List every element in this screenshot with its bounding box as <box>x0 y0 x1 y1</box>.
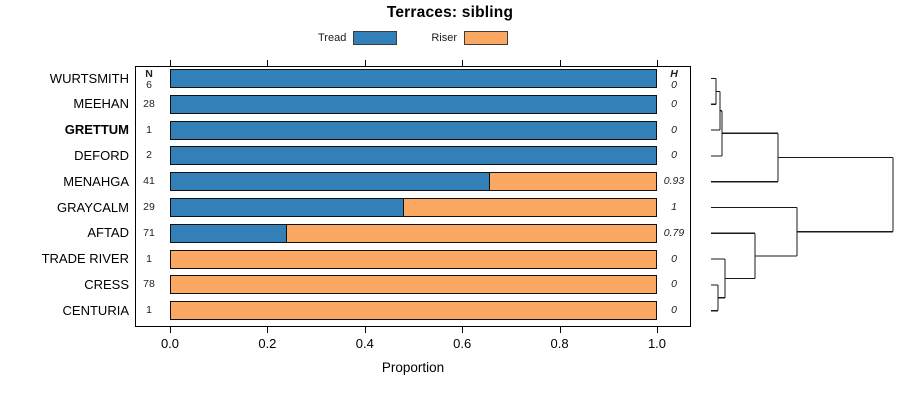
stacked-bar <box>170 69 657 88</box>
tread-segment <box>171 95 656 113</box>
x-tick-label: 0.8 <box>550 336 569 351</box>
legend-label: Tread <box>318 31 347 44</box>
n-column-header: N <box>145 67 153 80</box>
n-value: 1 <box>146 123 152 136</box>
stacked-bar <box>170 120 657 140</box>
n-value: 29 <box>143 201 155 213</box>
h-value: 0 <box>671 252 677 265</box>
x-tick-bottom <box>267 327 269 333</box>
row-label: GRAYCALM <box>57 199 129 215</box>
stacked-bar <box>170 223 657 243</box>
h-value: 0 <box>671 304 677 317</box>
stacked-bar <box>170 301 657 321</box>
tread-segment <box>171 121 656 139</box>
tread-segment <box>171 147 656 165</box>
x-tick-top <box>170 60 171 66</box>
riser-color-swatch <box>464 30 508 45</box>
h-value: 0 <box>671 123 677 136</box>
x-tick-label: 0.6 <box>453 336 472 351</box>
n-value: 28 <box>143 97 155 110</box>
tread-segment <box>171 70 656 87</box>
row-label: DEFORD <box>74 147 129 163</box>
tread-segment <box>171 224 288 242</box>
h-value: 0.79 <box>663 226 685 239</box>
h-column-header: H <box>670 67 678 80</box>
h-value: 0 <box>671 97 677 110</box>
row-label: MENAHGA <box>63 173 129 189</box>
x-tick-label: 0.4 <box>355 336 374 351</box>
h-value: 0.93 <box>663 175 685 188</box>
h-value-text: 0 <box>671 79 677 91</box>
n-value: 1 <box>146 304 152 317</box>
tread-color-swatch <box>353 30 398 45</box>
x-tick-label: 0.2 <box>258 336 277 351</box>
row-label: CENTURIA <box>62 302 129 318</box>
stacked-bar <box>170 198 657 217</box>
chart-title: Terraces: sibling <box>386 4 514 21</box>
row-label: MEEHAN <box>73 96 129 112</box>
row-label: TRADE RIVER <box>41 251 129 267</box>
x-tick-bottom <box>364 327 366 333</box>
n-value: 78 <box>143 278 155 291</box>
x-tick-top <box>267 60 269 66</box>
n-value-text: 6 <box>146 79 152 91</box>
x-tick-label: 1.0 <box>647 336 667 351</box>
n-value: 1 <box>146 252 152 265</box>
h-value: 0 <box>671 149 677 162</box>
x-tick-label: 0.0 <box>160 336 180 351</box>
x-tick-bottom <box>462 327 464 333</box>
x-tick-top <box>559 60 561 66</box>
n-value: 71 <box>143 226 155 239</box>
tread-segment <box>171 199 405 216</box>
row-label: WURTSMITH <box>49 70 129 86</box>
h-value: 0 <box>671 278 677 291</box>
stacked-bar <box>170 94 657 114</box>
stacked-bar <box>170 172 657 192</box>
row-label: GRETTUM <box>64 122 129 138</box>
x-axis-label: Proportion <box>381 360 445 375</box>
tread-segment <box>171 173 491 191</box>
x-tick-top <box>657 60 658 66</box>
stacked-bar <box>170 146 657 166</box>
legend: Tread Riser <box>135 29 691 46</box>
legend-label: Riser <box>431 31 457 44</box>
x-tick-bottom <box>657 327 658 333</box>
stacked-bar <box>170 249 657 269</box>
row-label: CRESS <box>84 276 129 292</box>
x-tick-bottom <box>559 327 561 333</box>
legend-item-tread: Tread <box>318 30 398 45</box>
h-value: 1 <box>671 201 677 213</box>
n-value: 41 <box>143 175 155 188</box>
x-tick-bottom <box>170 327 171 333</box>
x-tick-top <box>364 60 366 66</box>
legend-item-riser: Riser <box>431 30 508 45</box>
stacked-bar <box>170 275 657 295</box>
n-value: 2 <box>146 149 152 162</box>
row-label: AFTAD <box>87 225 129 241</box>
x-tick-top <box>462 60 464 66</box>
